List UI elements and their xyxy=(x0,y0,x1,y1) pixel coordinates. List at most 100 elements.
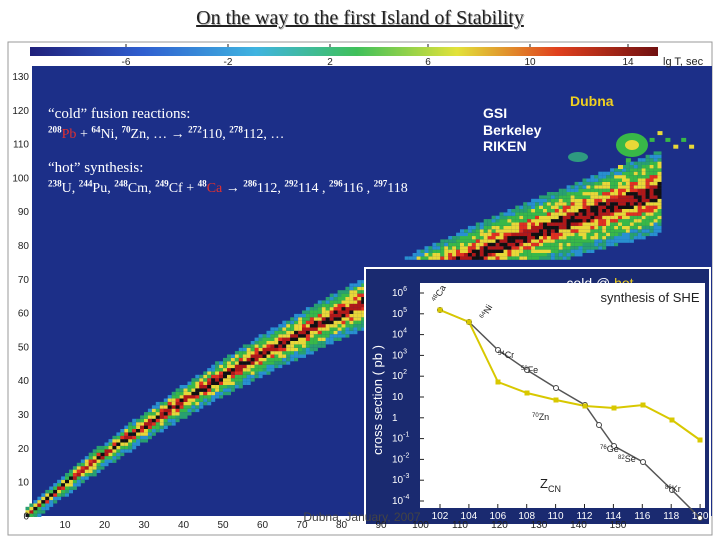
nuclide-cell xyxy=(88,473,93,477)
nuclide-cell xyxy=(467,225,472,230)
nuclide-cell xyxy=(69,489,73,494)
nuclide-cell xyxy=(637,236,642,240)
nuclide-cell xyxy=(159,422,164,426)
nuclide-cell xyxy=(586,188,591,193)
superscript: 296 xyxy=(329,178,343,188)
nuclide-cell xyxy=(270,337,275,341)
nuclide-cell xyxy=(622,209,626,213)
nuclide-cell xyxy=(550,225,555,230)
nuclide-cell xyxy=(270,347,275,352)
nuclide-cell xyxy=(507,249,512,253)
nuclide-cell xyxy=(546,209,551,213)
nuclide-cell xyxy=(637,192,642,196)
nuclide-cell xyxy=(76,462,81,467)
superscript: 70 xyxy=(121,124,131,134)
nuclide-cell xyxy=(614,209,619,213)
nuclide-cell xyxy=(230,388,235,392)
nuclide-cell xyxy=(495,219,500,223)
nuclide-cell xyxy=(483,242,488,247)
nuclide-cell xyxy=(511,232,516,237)
nuclide-cell xyxy=(487,219,492,223)
nuclide-cell xyxy=(554,242,559,247)
nuclide-cell xyxy=(566,242,571,247)
nuclide-cell xyxy=(250,357,255,362)
superscript: 48 xyxy=(198,178,208,188)
nuclide-cell xyxy=(546,229,551,233)
nuclide-cell xyxy=(535,249,539,253)
nuclide-cell xyxy=(653,202,658,206)
nuclide-cell xyxy=(511,236,516,240)
nuclide-cell xyxy=(266,344,271,348)
superscript: 2 xyxy=(403,369,407,376)
nuclide-cell xyxy=(270,344,275,348)
nuclide-cell xyxy=(258,361,263,365)
nuclide-cell xyxy=(250,354,255,358)
nuclide-cell xyxy=(479,242,484,247)
nuclide-cell xyxy=(203,388,208,392)
text-run: Fe xyxy=(528,365,539,375)
nuclide-cell xyxy=(337,310,342,314)
nuclide-cell xyxy=(602,229,607,233)
nuclide-cell xyxy=(96,445,101,450)
nuclide-cell xyxy=(594,185,599,189)
nuclide-cell xyxy=(227,388,231,392)
nuclide-cell xyxy=(333,313,338,318)
nuclide-cell xyxy=(637,212,642,216)
nuclide-cell xyxy=(302,341,306,345)
superscript: 82 xyxy=(618,455,625,461)
nuclide-cell xyxy=(436,253,441,257)
nuclide-cell xyxy=(523,253,528,257)
nuclide-cell xyxy=(298,334,303,338)
nuclide-cell xyxy=(313,313,318,318)
nuclide-cell xyxy=(535,253,539,257)
nuclide-cell xyxy=(507,253,512,257)
nuclide-cell xyxy=(582,188,587,193)
nuclide-cell xyxy=(503,219,508,223)
nuclide-cell xyxy=(606,242,611,247)
nuclide-cell xyxy=(258,337,263,341)
nuclide-cell xyxy=(554,205,559,209)
nuclide-cell xyxy=(215,395,220,399)
superscript: 6 xyxy=(403,286,407,293)
nuclide-cell xyxy=(436,246,441,250)
nuclide-cell xyxy=(266,357,271,362)
nuclide-cell xyxy=(653,205,658,209)
nuclide-cell xyxy=(199,385,204,389)
nuclide-cell xyxy=(531,229,536,233)
nuclide-cell xyxy=(104,449,109,453)
nuclide-cell xyxy=(578,209,583,213)
nuclide-cell xyxy=(637,188,642,193)
nuclide-cell xyxy=(657,212,662,216)
nuclide-cell xyxy=(159,405,164,409)
nuclide-cell xyxy=(120,445,125,450)
nuclide-cell xyxy=(582,202,587,206)
nuclide-cell xyxy=(562,198,567,203)
nuclide-cell xyxy=(586,205,591,209)
nuclide-cell xyxy=(313,303,318,308)
nuclide-cell xyxy=(539,256,543,260)
x-axis-label: 50 xyxy=(217,520,229,531)
x-axis-label: 80 xyxy=(336,520,348,531)
nuclide-cell xyxy=(262,364,267,369)
nuclide-cell xyxy=(227,368,231,372)
nuclide-cell xyxy=(610,202,615,206)
nuclide-cell xyxy=(53,496,58,501)
nuclide-cell xyxy=(147,429,152,433)
island xyxy=(568,152,588,162)
nuclide-cell xyxy=(171,415,176,419)
nuclide-cell xyxy=(602,185,607,189)
nuclide-cell xyxy=(230,368,235,372)
nuclide-cell xyxy=(337,290,342,294)
nuclide-cell xyxy=(590,249,595,253)
text-run: 10 xyxy=(392,371,404,382)
nuclide-cell xyxy=(448,236,453,240)
nuclide-cell xyxy=(345,317,350,321)
nuclide-cell xyxy=(207,371,212,375)
nuclide-cell xyxy=(203,371,208,375)
nuclide-cell xyxy=(622,178,626,182)
nuclide-cell xyxy=(487,222,492,226)
nuclide-cell xyxy=(511,219,516,223)
nuclide-cell xyxy=(539,205,543,209)
nuclide-cell xyxy=(527,219,532,223)
nuclide-cell xyxy=(558,195,563,199)
